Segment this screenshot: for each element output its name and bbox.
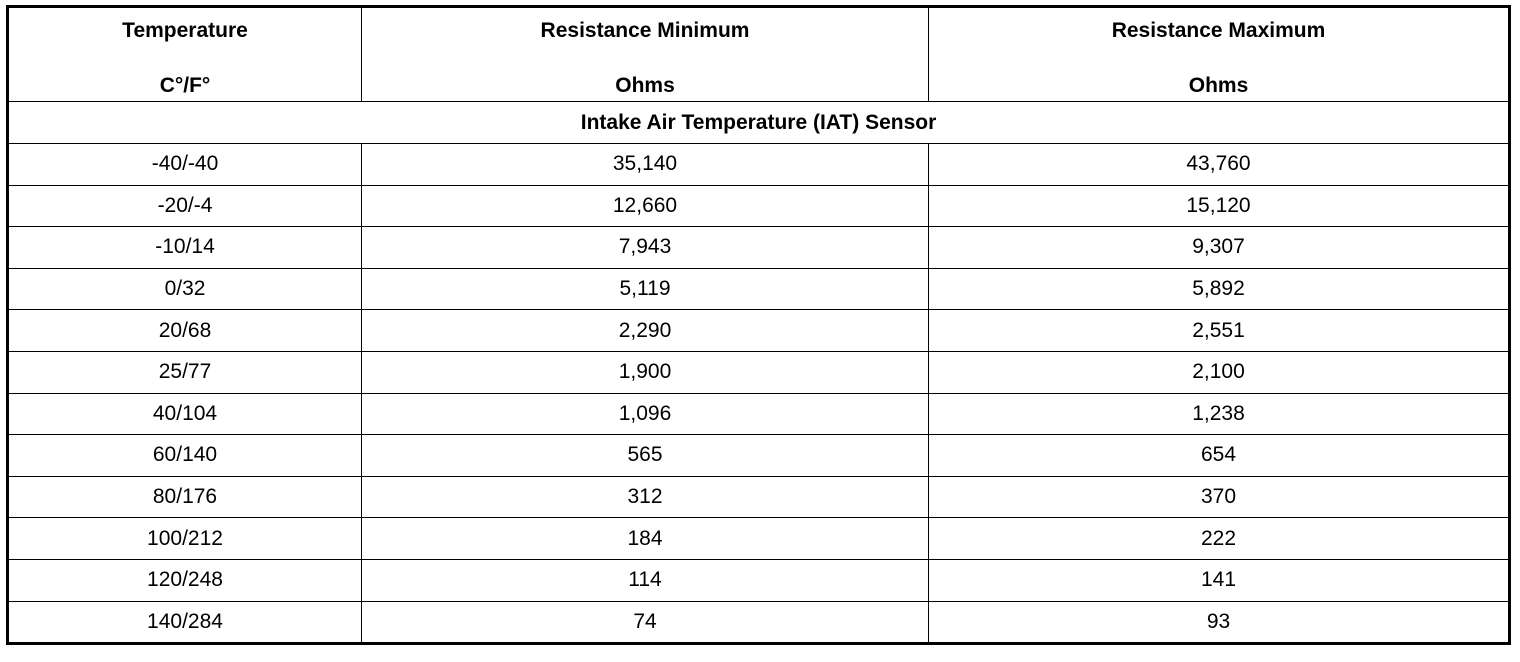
data-cell: 74 <box>361 600 929 645</box>
data-row: 140/284 74 93 <box>7 600 1510 645</box>
header-text: Resistance Maximum <box>1111 19 1326 42</box>
data-cell: 120/248 <box>7 558 362 602</box>
data-cell: 1,238 <box>928 392 1510 436</box>
table-body: Temperature C°/F° Resistance Minimum Ohms Re… <box>7 6 1510 645</box>
data-cell: 43,760 <box>928 143 1510 186</box>
header-cell: Temperature C°/F° <box>7 6 362 102</box>
data-cell: 141 <box>928 558 1510 602</box>
data-cell: 654 <box>928 434 1510 477</box>
data-cell: 35,140 <box>361 143 929 186</box>
data-cell: 15,120 <box>928 184 1510 228</box>
section-title: Intake Air Temperature (IAT) Sensor <box>7 101 1510 144</box>
data-cell: 80/176 <box>7 475 362 519</box>
data-cell: 312 <box>361 475 929 519</box>
section-row: Intake Air Temperature (IAT) Sensor <box>7 101 1510 144</box>
data-cell: 370 <box>928 475 1510 519</box>
data-row: 40/104 1,096 1,238 <box>7 392 1510 436</box>
data-cell: 2,551 <box>928 309 1510 352</box>
data-cell: 93 <box>928 600 1510 645</box>
data-cell: 100/212 <box>7 517 362 560</box>
data-cell: 5,119 <box>361 267 929 311</box>
data-row: 25/77 1,900 2,100 <box>7 350 1510 394</box>
data-row: 20/68 2,290 2,551 <box>7 309 1510 352</box>
data-cell: 40/104 <box>7 392 362 436</box>
data-cell: 25/77 <box>7 350 362 394</box>
resistance-table: Temperature C°/F° Resistance Minimum Ohms Re… <box>6 5 1511 646</box>
header-text: C°/F° <box>159 74 211 97</box>
data-cell: 1,900 <box>361 350 929 394</box>
data-cell: -20/-4 <box>7 184 362 228</box>
data-cell: 12,660 <box>361 184 929 228</box>
data-cell: -10/14 <box>7 226 362 269</box>
data-cell: 1,096 <box>361 392 929 436</box>
data-row: -10/14 7,943 9,307 <box>7 226 1510 269</box>
data-row: 100/212 184 222 <box>7 517 1510 560</box>
data-row: -20/-4 12,660 15,120 <box>7 184 1510 228</box>
data-row: 60/140 565 654 <box>7 434 1510 477</box>
data-cell: 565 <box>361 434 929 477</box>
data-cell: 0/32 <box>7 267 362 311</box>
data-cell: 7,943 <box>361 226 929 269</box>
data-row: 0/32 5,119 5,892 <box>7 267 1510 311</box>
data-row: -40/-40 35,140 43,760 <box>7 143 1510 186</box>
header-cell: Resistance Minimum Ohms <box>361 6 929 102</box>
data-cell: 60/140 <box>7 434 362 477</box>
header-text: Ohms <box>1188 74 1249 97</box>
data-cell: -40/-40 <box>7 143 362 186</box>
header-cell: Resistance Maximum Ohms <box>928 6 1510 102</box>
data-cell: 184 <box>361 517 929 560</box>
data-cell: 20/68 <box>7 309 362 352</box>
data-cell: 9,307 <box>928 226 1510 269</box>
data-cell: 5,892 <box>928 267 1510 311</box>
data-row: 120/248 114 141 <box>7 558 1510 602</box>
data-cell: 114 <box>361 558 929 602</box>
data-cell: 222 <box>928 517 1510 560</box>
header-text: Temperature <box>122 19 248 42</box>
data-row: 80/176 312 370 <box>7 475 1510 519</box>
header-text: Resistance Minimum <box>540 19 750 42</box>
header-text: Ohms <box>615 74 675 97</box>
header-row: Temperature C°/F° Resistance Minimum Ohms Re… <box>7 6 1510 102</box>
data-cell: 2,100 <box>928 350 1510 394</box>
data-cell: 140/284 <box>7 600 362 645</box>
data-cell: 2,290 <box>361 309 929 352</box>
